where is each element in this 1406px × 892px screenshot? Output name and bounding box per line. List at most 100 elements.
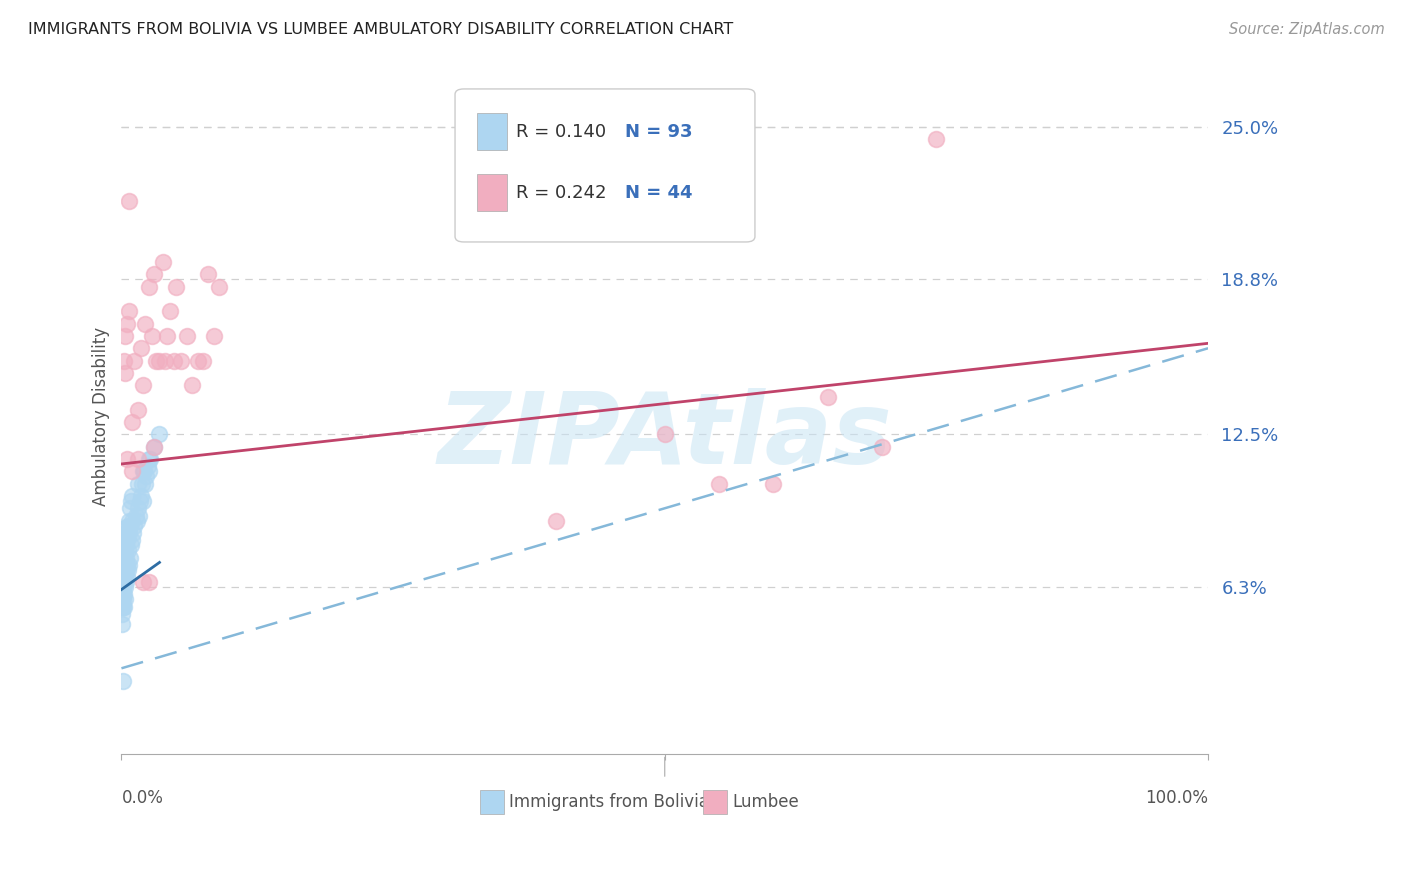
Point: [112, 577, 135, 591]
Point: [127, 476, 149, 491]
Point: [762, 476, 785, 491]
Point: [114, 521, 136, 535]
Point: [141, 329, 163, 343]
Point: [121, 533, 143, 548]
Point: [114, 525, 136, 540]
Point: [111, 592, 134, 607]
Point: [138, 452, 160, 467]
Point: [186, 353, 208, 368]
Point: [114, 575, 136, 590]
Point: [181, 378, 204, 392]
Point: [115, 525, 138, 540]
Point: [148, 353, 170, 368]
Text: Immigrants from Bolivia: Immigrants from Bolivia: [509, 793, 709, 811]
Point: [138, 452, 160, 467]
Text: R = 0.242: R = 0.242: [516, 184, 606, 202]
Point: [176, 329, 198, 343]
Point: [134, 464, 156, 478]
Point: [121, 464, 143, 478]
Y-axis label: Ambulatory Disability: Ambulatory Disability: [93, 326, 110, 506]
Point: [156, 329, 179, 343]
Point: [165, 279, 187, 293]
Point: [114, 580, 136, 594]
Point: [117, 563, 139, 577]
Point: [112, 587, 135, 601]
Point: [143, 440, 166, 454]
Point: [114, 567, 136, 582]
Point: [127, 402, 149, 417]
FancyBboxPatch shape: [477, 113, 508, 150]
Point: [143, 440, 166, 454]
Point: [114, 538, 136, 552]
Text: Source: ZipAtlas.com: Source: ZipAtlas.com: [1229, 22, 1385, 37]
Text: Lumbee: Lumbee: [733, 793, 799, 811]
Point: [546, 514, 568, 528]
Point: [112, 563, 135, 577]
Point: [114, 543, 136, 558]
Point: [111, 617, 134, 632]
Point: [120, 494, 142, 508]
Point: [115, 317, 138, 331]
Point: [143, 268, 166, 282]
Point: [132, 494, 155, 508]
Point: [132, 464, 155, 478]
Point: [134, 476, 156, 491]
Point: [112, 599, 135, 614]
Point: [111, 595, 134, 609]
Point: [111, 550, 134, 565]
Point: [131, 476, 153, 491]
Point: [870, 440, 893, 454]
Point: [111, 575, 134, 590]
Text: R = 0.140: R = 0.140: [516, 122, 606, 141]
Point: [124, 353, 146, 368]
Point: [112, 575, 135, 590]
Point: [120, 550, 142, 565]
Point: [118, 514, 141, 528]
Point: [159, 304, 181, 318]
Point: [112, 543, 135, 558]
Point: [114, 556, 136, 570]
Point: [111, 563, 134, 577]
Point: [817, 391, 839, 405]
Point: [925, 132, 948, 146]
Point: [120, 501, 142, 516]
Point: [111, 575, 134, 590]
Point: [112, 558, 135, 572]
Point: [120, 538, 142, 552]
Point: [132, 378, 155, 392]
Point: [114, 366, 136, 380]
Point: [111, 607, 134, 621]
Point: [208, 279, 231, 293]
Point: [148, 427, 170, 442]
Point: [115, 452, 138, 467]
Point: [112, 563, 135, 577]
Point: [127, 452, 149, 467]
Point: [115, 558, 138, 572]
Point: [153, 353, 176, 368]
Point: [162, 353, 184, 368]
Point: [654, 427, 676, 442]
Point: [114, 533, 136, 548]
Text: N = 93: N = 93: [624, 122, 692, 141]
Point: [111, 563, 134, 577]
Point: [111, 592, 134, 607]
Point: [138, 575, 160, 590]
Point: [114, 592, 136, 607]
Point: [111, 580, 134, 594]
Text: IMMIGRANTS FROM BOLIVIA VS LUMBEE AMBULATORY DISABILITY CORRELATION CHART: IMMIGRANTS FROM BOLIVIA VS LUMBEE AMBULA…: [28, 22, 734, 37]
Point: [111, 558, 134, 572]
Text: ZIPAtlas: ZIPAtlas: [437, 388, 893, 484]
Point: [124, 508, 146, 523]
Point: [111, 570, 134, 584]
Point: [112, 558, 135, 572]
Point: [135, 469, 157, 483]
Point: [129, 494, 152, 508]
Point: [121, 514, 143, 528]
Point: [111, 567, 134, 582]
Point: [124, 518, 146, 533]
Point: [170, 353, 193, 368]
Point: [111, 599, 134, 614]
Point: [111, 580, 134, 594]
Point: [111, 599, 134, 614]
Point: [132, 575, 155, 590]
